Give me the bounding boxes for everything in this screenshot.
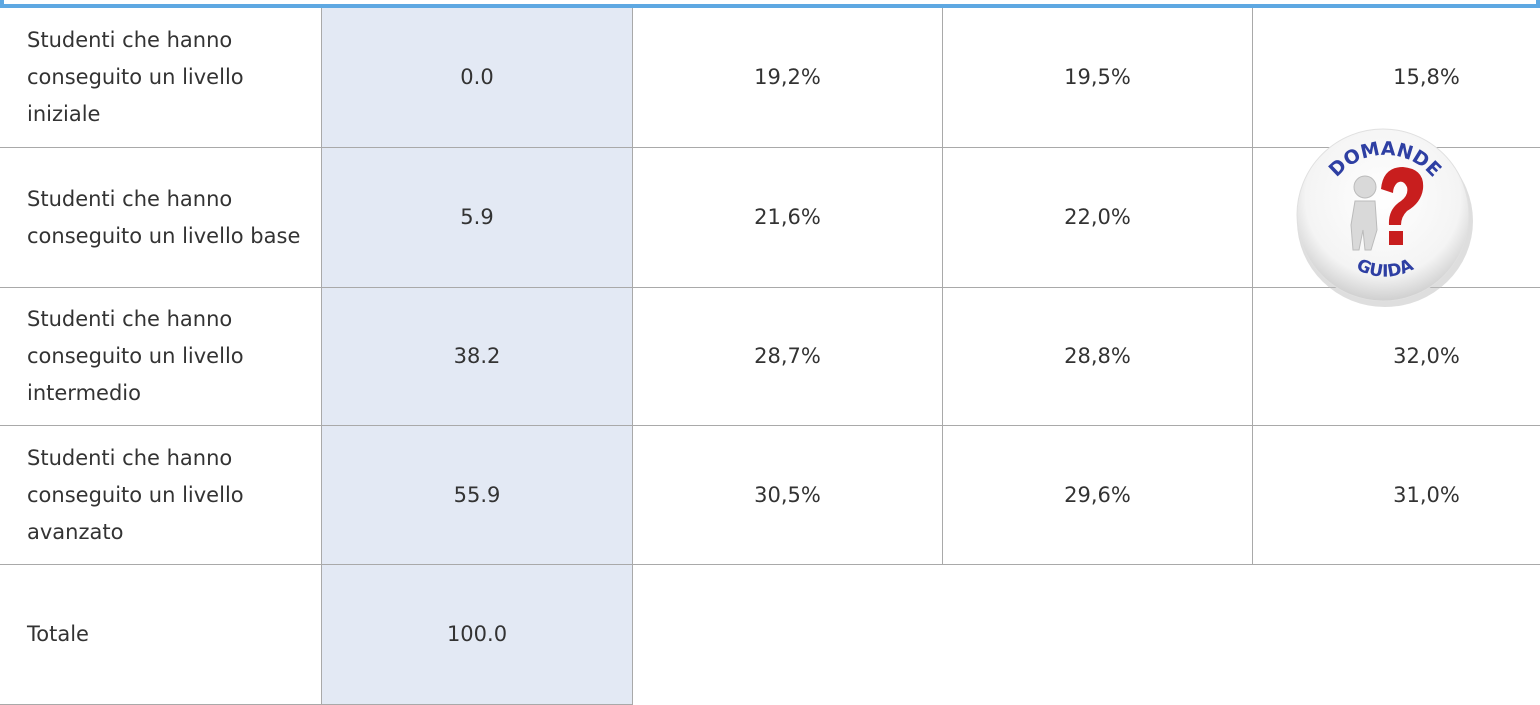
panel-frame (0, 0, 1540, 8)
value-cell: 21,6% (633, 148, 943, 288)
row-label-cell: Studenti che hanno conseguito un livello… (0, 288, 322, 426)
value-cell: 38.2 (322, 288, 633, 426)
value-cell: 19,5% (943, 8, 1253, 148)
value-cell: 31,0% (1253, 426, 1540, 565)
value-cell: 28,8% (943, 288, 1253, 426)
value-cell: 30,5% (633, 426, 943, 565)
row-label-cell: Studenti che hanno conseguito un livello… (0, 426, 322, 565)
value-cell: 19,2% (633, 8, 943, 148)
domande-guida-badge[interactable]: DOMANDE GUIDA (1285, 125, 1485, 310)
value-cell: 29,6% (943, 426, 1253, 565)
value-cell: 0.0 (322, 8, 633, 148)
page: Studenti che hanno conseguito un livello… (0, 0, 1540, 625)
value-cell: 22,0% (943, 148, 1253, 288)
row-label-cell: Studenti che hanno conseguito un livello… (0, 8, 322, 148)
row-label-cell: Studenti che hanno conseguito un livello… (0, 148, 322, 288)
value-cell: 100.0 (322, 565, 633, 705)
value-cell: 55.9 (322, 426, 633, 565)
value-cell: 5.9 (322, 148, 633, 288)
badge-figure (1351, 176, 1377, 250)
row-label-cell: Totale (0, 565, 322, 705)
value-cell: 28,7% (633, 288, 943, 426)
